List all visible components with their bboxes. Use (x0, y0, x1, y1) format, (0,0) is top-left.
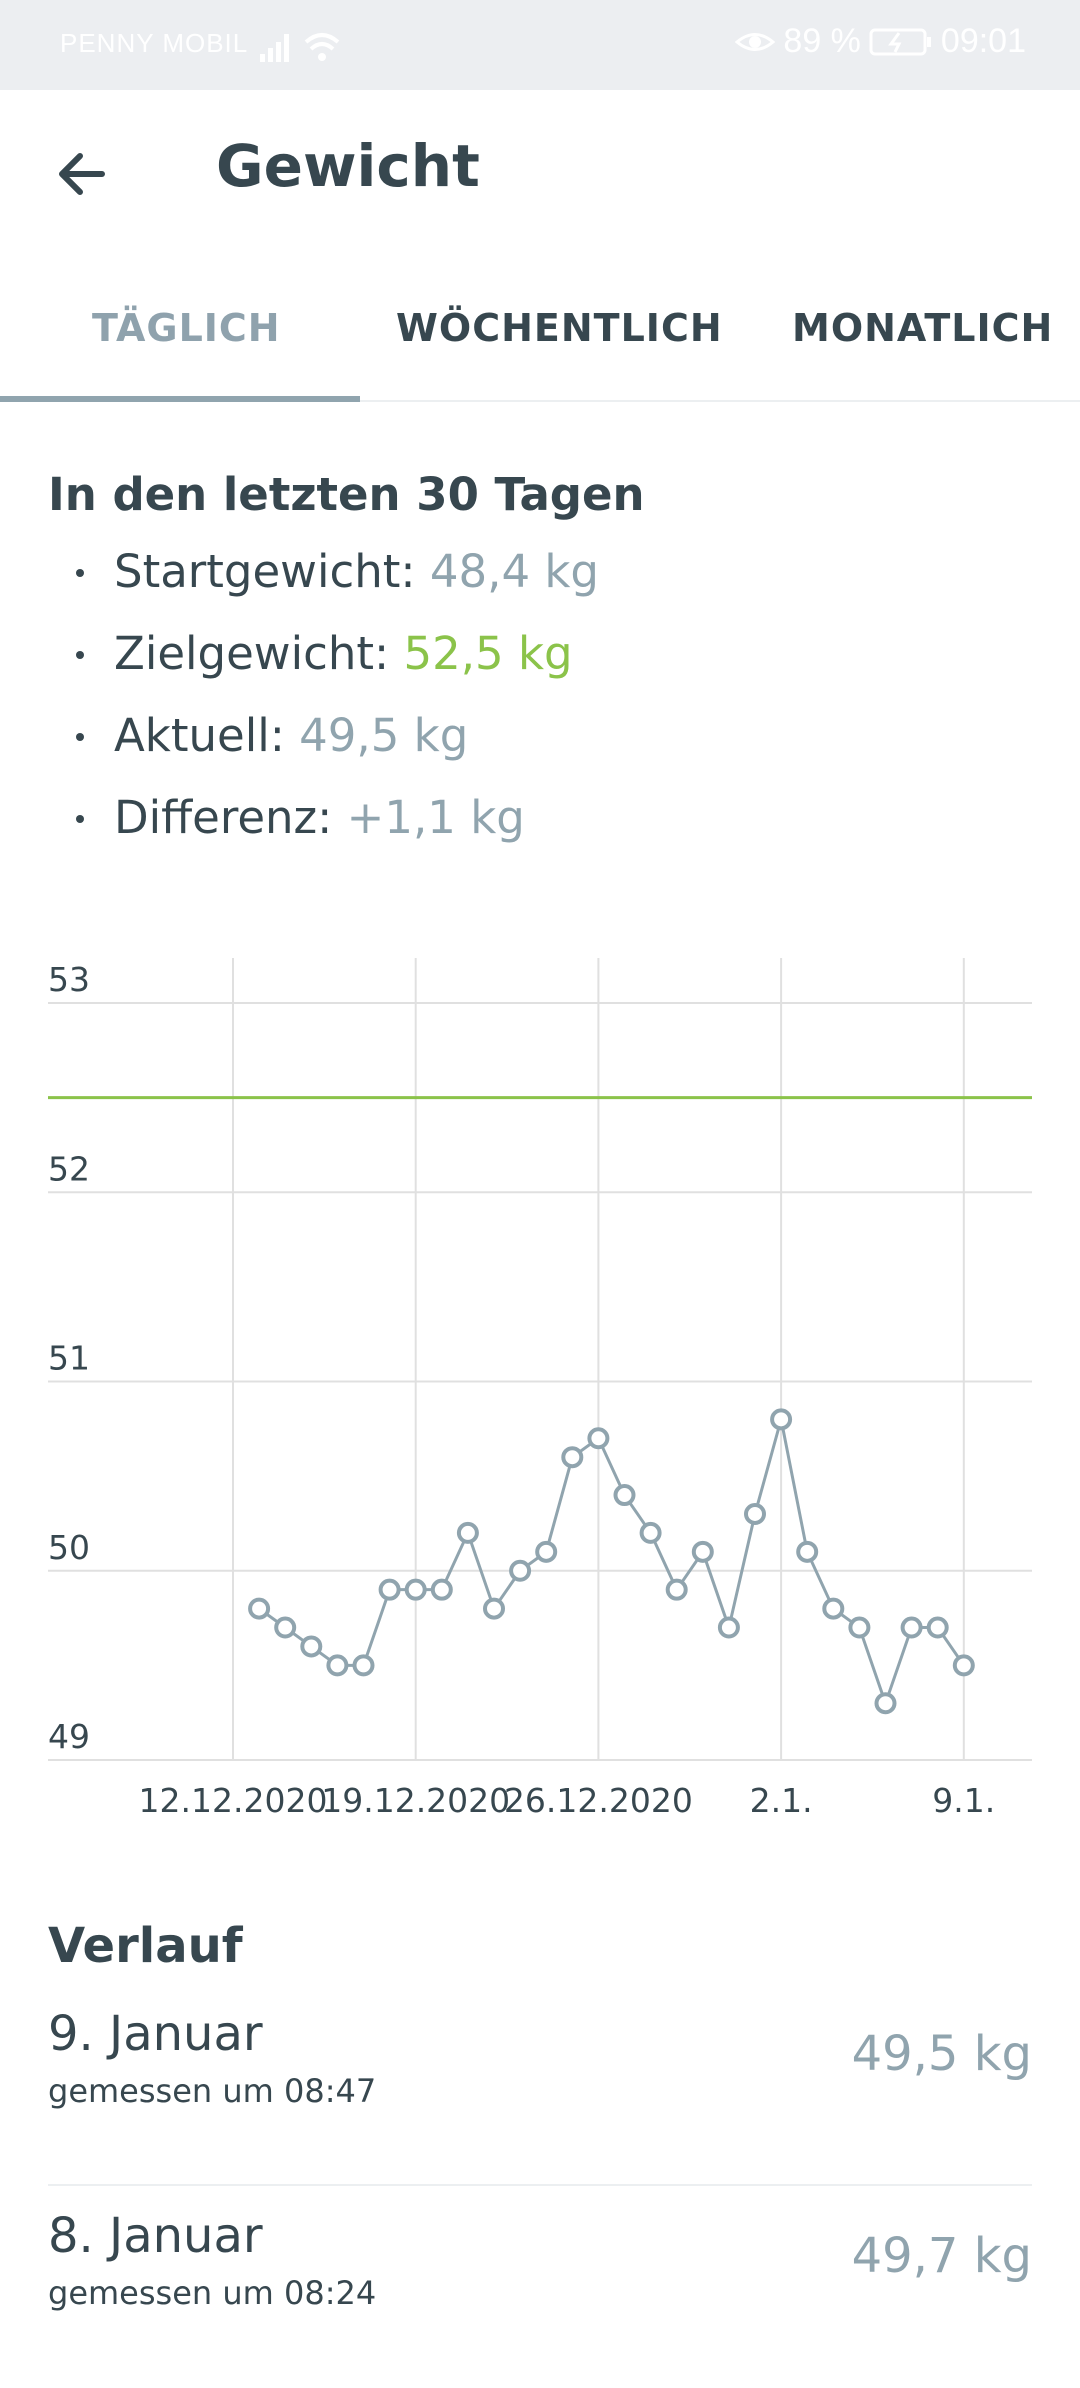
data-point (874, 1692, 897, 1715)
carrier-name: PENNY MOBIL (60, 28, 249, 58)
data-point (378, 1578, 401, 1601)
battery-icon (869, 28, 931, 55)
bullet-icon (76, 651, 84, 659)
data-point (430, 1578, 453, 1601)
history-heading: Verlauf (48, 1918, 243, 1974)
data-point (613, 1484, 636, 1507)
data-point (848, 1616, 871, 1639)
data-point (300, 1635, 323, 1658)
y-tick-label: 50 (48, 1528, 90, 1567)
bullet-icon (76, 815, 84, 823)
app-bar: Gewicht (0, 90, 1080, 250)
x-tick-label: 2.1. (750, 1781, 813, 1820)
history-entry[interactable]: 8. Januar gemessen um 08:24 49,7 kg (48, 2208, 1032, 2388)
data-point (639, 1521, 662, 1544)
weight-series-line (258, 1418, 966, 1708)
battery-percent: 89 % (783, 22, 861, 60)
data-point (665, 1578, 688, 1601)
data-point (352, 1654, 375, 1677)
data-point (404, 1578, 427, 1601)
x-tick-label: 19.12.2020 (321, 1781, 510, 1820)
page-title: Gewicht (216, 132, 480, 200)
clock: 09:01 (940, 22, 1026, 60)
bullet-icon (76, 569, 84, 577)
tab-indicator (0, 396, 360, 402)
data-point (274, 1616, 297, 1639)
y-tick-label: 51 (48, 1339, 90, 1378)
eye-icon (735, 32, 776, 51)
data-point (509, 1559, 532, 1582)
tab-monthly[interactable]: MONATLICH (792, 306, 1054, 350)
summary-item-goal: Zielgewicht: 52,5 kg (48, 613, 1048, 695)
data-point (535, 1540, 558, 1563)
history-entry[interactable]: 9. Januar gemessen um 08:47 49,5 kg (48, 2006, 1032, 2186)
status-bar: PENNY MOBIL 89 % 09:01 (0, 0, 1080, 90)
data-point (326, 1654, 349, 1677)
data-point (926, 1616, 949, 1639)
summary-item-start: Startgewicht: 48,4 kg (48, 531, 1048, 613)
tab-daily[interactable]: TÄGLICH (92, 306, 281, 350)
summary-section: In den letzten 30 Tagen Startgewicht: 48… (48, 468, 1048, 859)
signal-wifi-icon (260, 33, 340, 62)
data-point (822, 1597, 845, 1620)
data-point (900, 1616, 923, 1639)
entry-date: 9. Januar (48, 2006, 263, 2062)
y-tick-label: 49 (48, 1717, 90, 1756)
data-point (691, 1540, 714, 1563)
back-arrow-icon[interactable] (52, 144, 112, 204)
data-point (952, 1654, 975, 1677)
y-tick-label: 52 (48, 1149, 90, 1188)
y-tick-label: 53 (48, 960, 90, 999)
data-point (796, 1540, 819, 1563)
entry-time: gemessen um 08:47 (48, 2072, 377, 2110)
entry-weight: 49,5 kg (851, 2026, 1032, 2082)
data-point (717, 1616, 740, 1639)
entry-date: 8. Januar (48, 2208, 263, 2264)
x-tick-label: 12.12.2020 (139, 1781, 328, 1820)
data-point (770, 1408, 793, 1431)
summary-heading: In den letzten 30 Tagen (48, 468, 645, 521)
data-point (483, 1597, 505, 1620)
bullet-icon (76, 733, 84, 741)
tab-bar: TÄGLICH WÖCHENTLICH MONATLICH (0, 276, 1080, 402)
entry-weight: 49,7 kg (851, 2228, 1032, 2284)
data-point (587, 1427, 610, 1450)
summary-item-current: Aktuell: 49,5 kg (48, 695, 1048, 777)
x-tick-label: 9.1. (932, 1781, 995, 1820)
history-section: Verlauf 9. Januar gemessen um 08:47 49,5… (48, 1918, 1032, 2388)
data-point (561, 1446, 584, 1469)
tab-weekly[interactable]: WÖCHENTLICH (396, 306, 723, 350)
weight-chart[interactable]: 53 52 51 50 49 12.12.202019.12.202026.12.2020… (0, 930, 1080, 1830)
data-point (744, 1502, 766, 1525)
data-point (456, 1521, 479, 1544)
summary-item-difference: Differenz: +1,1 kg (48, 777, 1048, 859)
data-point (248, 1597, 271, 1620)
x-tick-label: 26.12.2020 (504, 1781, 693, 1820)
